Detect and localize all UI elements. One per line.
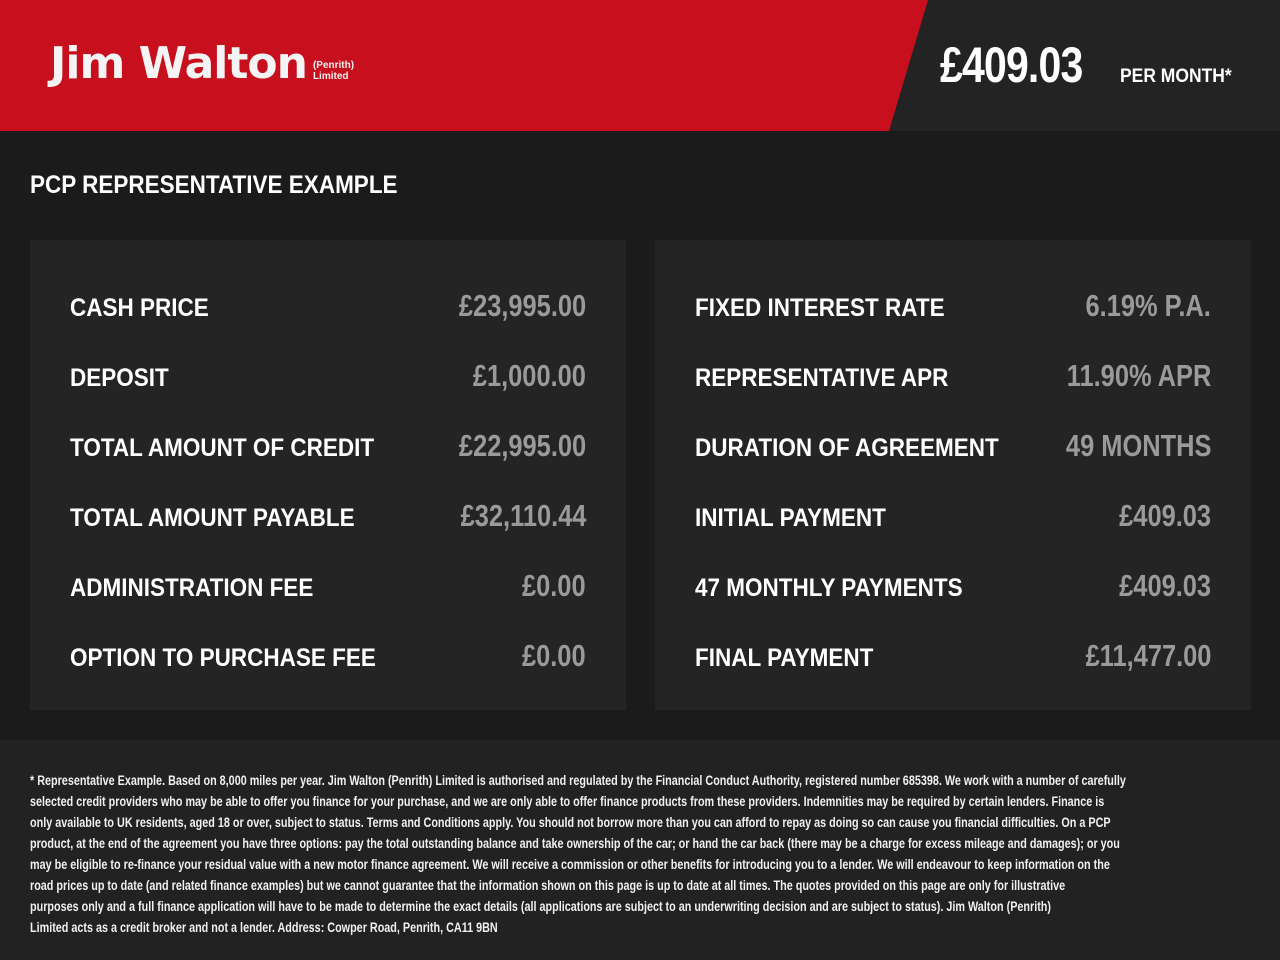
- finance-value: 11.90% APR: [1066, 358, 1211, 393]
- finance-label: CASH PRICE: [70, 294, 209, 322]
- finance-row: FIXED INTEREST RATE 6.19% P.A.: [695, 288, 1211, 328]
- disclaimer-line: selected credit providers who may be abl…: [30, 794, 1105, 809]
- finance-label: DURATION OF AGREEMENT: [695, 434, 999, 462]
- finance-row: INITIAL PAYMENT £409.03: [695, 498, 1211, 538]
- finance-value: £409.03: [1119, 568, 1211, 603]
- logo-text: Jim Walton: [50, 38, 308, 89]
- finance-label: ADMINISTRATION FEE: [70, 574, 314, 602]
- finance-row: DURATION OF AGREEMENT 49 MONTHS: [695, 428, 1211, 468]
- disclaimer-line: road prices up to date (and related fina…: [30, 878, 1066, 893]
- finance-value: £23,995.00: [458, 288, 586, 323]
- finance-row: 47 MONTHLY PAYMENTS £409.03: [695, 568, 1211, 608]
- monthly-price: £409.03: [940, 37, 1083, 93]
- finance-value: 49 MONTHS: [1065, 428, 1211, 463]
- finance-row: DEPOSIT £1,000.00: [70, 358, 586, 398]
- finance-label: 47 MONTHLY PAYMENTS: [695, 574, 963, 602]
- section-title: PCP REPRESENTATIVE EXAMPLE: [30, 171, 398, 199]
- finance-value: 6.19% P.A.: [1085, 288, 1211, 323]
- finance-value: £409.03: [1119, 498, 1211, 533]
- disclaimer-line: * Representative Example. Based on 8,000…: [30, 773, 1126, 788]
- logo-subtext-line: (Penrith): [312, 60, 355, 71]
- logo-subtext-line: Limited: [312, 71, 349, 82]
- finance-value: £32,110.44: [460, 498, 586, 533]
- finance-value: £0.00: [522, 568, 586, 603]
- per-month-label: PER MONTH*: [1120, 66, 1232, 87]
- finance-value: £11,477.00: [1085, 638, 1211, 673]
- finance-value: £0.00: [522, 638, 586, 673]
- finance-row: OPTION TO PURCHASE FEE £0.00: [70, 638, 586, 678]
- finance-label: TOTAL AMOUNT OF CREDIT: [70, 434, 375, 462]
- finance-panel-right: FIXED INTEREST RATE 6.19% P.A. REPRESENTAT…: [655, 240, 1251, 710]
- finance-panel-left: CASH PRICE £23,995.00 DEPOSIT £1,000.00 TOTA…: [30, 240, 626, 710]
- brand-banner: [0, 0, 928, 131]
- finance-label: INITIAL PAYMENT: [695, 504, 886, 532]
- finance-row: CASH PRICE £23,995.00: [70, 288, 586, 328]
- disclaimer-line: only available to UK residents, aged 18 …: [30, 815, 1111, 830]
- disclaimer: * Representative Example. Based on 8,000…: [0, 740, 1280, 960]
- finance-label: FINAL PAYMENT: [695, 644, 874, 672]
- finance-label: TOTAL AMOUNT PAYABLE: [70, 504, 355, 532]
- logo: Jim Walton (Penrith) Limited: [50, 40, 354, 88]
- finance-label: OPTION TO PURCHASE FEE: [70, 644, 376, 672]
- finance-row: TOTAL AMOUNT PAYABLE £32,110.44: [70, 498, 586, 538]
- logo-subtext: (Penrith) Limited: [313, 60, 354, 82]
- disclaimer-line: purposes only and a full finance applica…: [30, 899, 1051, 914]
- finance-label: REPRESENTATIVE APR: [695, 364, 949, 392]
- disclaimer-line: Limited acts as a credit broker and not …: [30, 920, 498, 935]
- disclaimer-line: may be eligible to re-finance your resid…: [30, 857, 1110, 872]
- finance-value: £22,995.00: [458, 428, 586, 463]
- finance-value: £1,000.00: [472, 358, 586, 393]
- disclaimer-line: product, at the end of the agreement you…: [30, 836, 1120, 851]
- finance-label: FIXED INTEREST RATE: [695, 294, 945, 322]
- disclaimer-text: * Representative Example. Based on 8,000…: [30, 770, 1126, 938]
- finance-label: DEPOSIT: [70, 364, 169, 392]
- finance-row: TOTAL AMOUNT OF CREDIT £22,995.00: [70, 428, 586, 468]
- finance-row: FINAL PAYMENT £11,477.00: [695, 638, 1211, 678]
- header: Jim Walton (Penrith) Limited £409.03 PER …: [0, 0, 1280, 131]
- finance-row: REPRESENTATIVE APR 11.90% APR: [695, 358, 1211, 398]
- finance-row: ADMINISTRATION FEE £0.00: [70, 568, 586, 608]
